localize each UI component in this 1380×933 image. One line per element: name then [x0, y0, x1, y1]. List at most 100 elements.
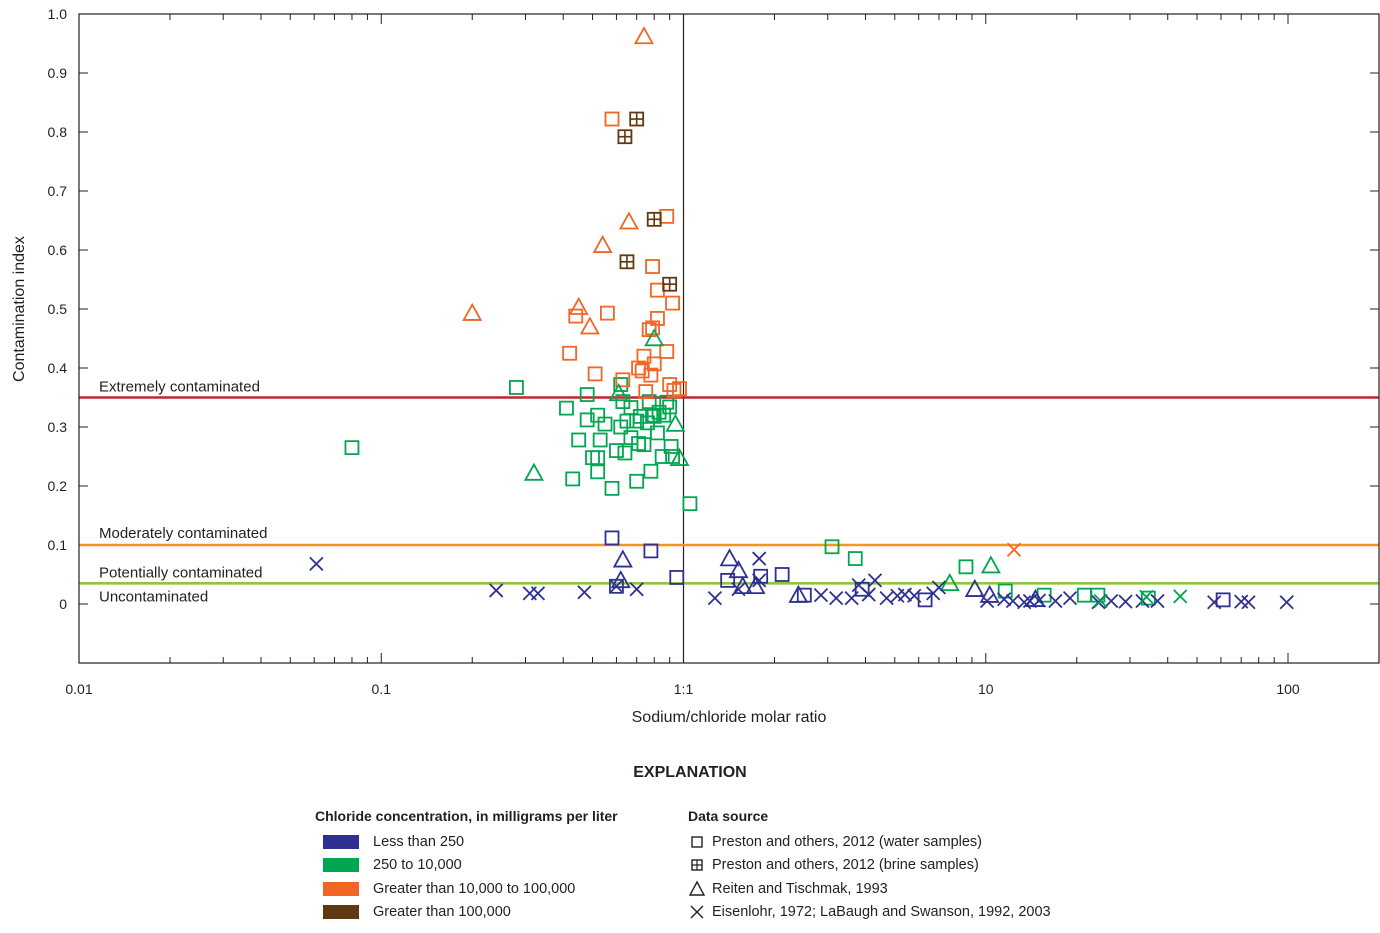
point-triangle [608, 383, 629, 402]
legend-item-water-samples: Preston and others, 2012 (water samples) [688, 830, 1051, 854]
point-square [672, 381, 687, 397]
point-x [1139, 589, 1154, 605]
point-square [847, 551, 863, 566]
y-tick-label: 0.3 [48, 419, 68, 435]
point-square [599, 305, 615, 321]
point-square [720, 573, 736, 588]
plot-frame [78, 13, 1380, 664]
point-triangle [612, 549, 633, 568]
point-square [609, 443, 624, 459]
point-x [1207, 595, 1222, 610]
y-tick-label: 0.2 [48, 478, 68, 494]
point-square [587, 366, 603, 382]
zone-label-extremely: Extremely contaminated [99, 379, 260, 396]
swatch-10000-to-100000 [323, 881, 359, 896]
point-square [509, 380, 524, 395]
point-square [682, 496, 698, 512]
legend-label: Reiten and Tischmak, 1993 [712, 880, 888, 897]
legend: EXPLANATION Chloride concentration, in m… [0, 760, 1380, 933]
point-x [813, 588, 829, 603]
x-tick-label: 0.01 [65, 681, 92, 697]
point-square [629, 413, 645, 429]
point-square [638, 384, 654, 400]
point-square [641, 322, 657, 338]
source-heading: Data source [688, 808, 769, 824]
y-tick-label: 0.6 [48, 242, 68, 258]
point-square-plus-cross [620, 255, 634, 269]
point-square [643, 367, 659, 383]
point-triangle [644, 328, 665, 347]
point-triangle [523, 462, 544, 481]
point-square [666, 383, 682, 398]
point-square-plus [646, 211, 662, 227]
point-x [530, 586, 546, 601]
point-square [613, 377, 629, 392]
legend-item-reiten: Reiten and Tischmak, 1993 [688, 877, 1051, 901]
legend-title: EXPLANATION [633, 764, 747, 781]
legend-label: Preston and others, 2012 (water samples) [712, 833, 982, 850]
point-square [636, 437, 652, 453]
point-square [824, 539, 840, 555]
point-square [559, 400, 574, 416]
x-tick-label: 100 [1276, 681, 1300, 697]
point-x [907, 588, 922, 603]
point-x [309, 556, 324, 572]
point-square [597, 416, 613, 432]
x-axis-title: Sodium/chloride molar ratio [632, 709, 827, 726]
swatch-gt100000 [323, 905, 359, 920]
concentration-heading: Chloride concentration, in milligrams pe… [315, 808, 618, 824]
swatch-250-to-10000 [323, 858, 359, 873]
point-square-plus [619, 254, 635, 270]
legend-item-eisenlohr: Eisenlohr, 1972; LaBaugh and Swanson, 19… [688, 901, 1051, 925]
point-square [636, 348, 652, 364]
point-square [646, 408, 662, 424]
point-square [631, 436, 646, 451]
point-square-plus-cross [663, 277, 677, 291]
point-triangle [745, 575, 766, 594]
legend-label: Eisenlohr, 1972; LaBaugh and Swanson, 19… [712, 904, 1051, 921]
point-x [489, 583, 504, 598]
point-square [592, 432, 608, 448]
legend-item-lt250: Less than 250 [315, 830, 618, 854]
zone-label-uncontaminated: Uncontaminated [99, 588, 208, 605]
point-square-plus-cross [630, 112, 644, 126]
point-square [590, 464, 606, 480]
point-square [629, 473, 645, 489]
point-triangle [568, 296, 589, 315]
y-tick-label: 0.1 [48, 537, 68, 553]
legend-label: Less than 250 [373, 833, 465, 850]
point-square [654, 449, 670, 464]
point-triangle [728, 560, 749, 579]
concentration-legend: Chloride concentration, in milligrams pe… [315, 808, 618, 924]
scatter-chart: 0 0.1 0.2 0.3 0.4 0.5 0.6 0.7 0.8 0.9 1.0 0.01 0.1 1:… [11, 6, 1380, 726]
point-square [604, 480, 620, 496]
y-tick-label: 0 [59, 596, 67, 612]
point-x [1006, 542, 1022, 557]
point-x [1048, 593, 1063, 609]
point-square [650, 282, 665, 298]
point-x [1031, 593, 1047, 608]
point-triangle [964, 578, 985, 597]
point-triangle [979, 584, 1000, 603]
point-x [844, 590, 859, 606]
point-square [579, 387, 595, 402]
data-points [309, 26, 1294, 610]
swatch-lt250 [323, 834, 359, 849]
point-x [1279, 595, 1294, 610]
point-triangle [618, 211, 639, 230]
y-tick-label: 0.7 [48, 183, 68, 199]
point-square-plus [662, 276, 678, 292]
x-tick-label: 10 [978, 681, 994, 697]
legend-label: Greater than 10,000 to 100,000 [373, 880, 576, 897]
point-x [629, 582, 644, 597]
point-square [585, 450, 600, 466]
point-x [1118, 594, 1133, 609]
y-tick-label: 1.0 [48, 6, 68, 22]
point-square [344, 440, 360, 456]
point-square [643, 463, 659, 479]
point-x [731, 582, 746, 597]
point-x [829, 590, 844, 606]
point-x [752, 573, 767, 588]
point-triangle [462, 302, 483, 321]
point-square [634, 363, 650, 379]
